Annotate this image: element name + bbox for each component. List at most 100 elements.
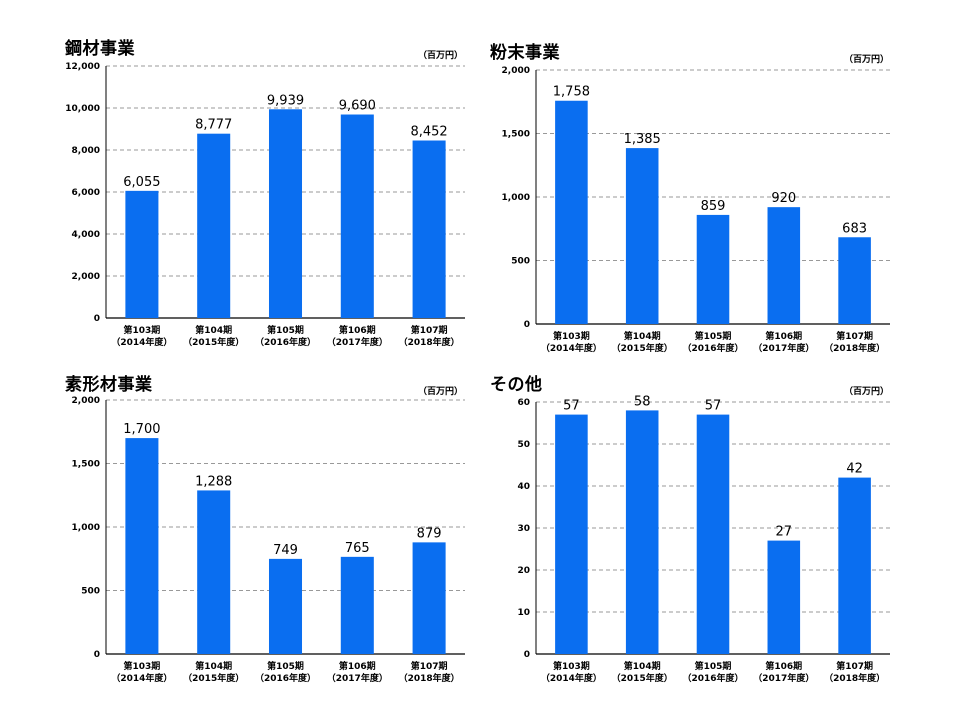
x-tick-label: 第104期 (195, 324, 232, 336)
chart-panel-powder: 粉末事業 （百万円） 0 500 1,000 1,500 2,000 1,758 第103期… (480, 0, 960, 360)
x-tick-sublabel: （2018年度） (824, 342, 885, 354)
y-tick-label: 1,000 (502, 193, 530, 203)
chart-svg: 0 500 1,000 1,500 2,000 1,758 第103期（2014年度） 1,3… (502, 66, 890, 354)
data-label: 6,055 (123, 175, 160, 190)
y-tick-label: 20 (517, 566, 530, 576)
x-tick-sublabel: （2016年度） (255, 672, 316, 684)
x-tick-label: 第106期 (765, 330, 802, 342)
bar (555, 414, 588, 654)
x-tick-sublabel: （2017年度） (753, 672, 814, 684)
chart-unit: （百万円） (844, 55, 890, 65)
y-tick-label: 0 (524, 320, 530, 330)
x-tick-sublabel: （2015年度） (612, 672, 673, 684)
y-tick-label: 1,500 (502, 130, 530, 140)
data-label: 8,452 (410, 125, 447, 140)
x-tick-label: 第107期 (411, 660, 448, 672)
data-label: 27 (776, 525, 793, 540)
y-tick-label: 4,000 (72, 230, 100, 240)
x-tick-sublabel: （2017年度） (327, 672, 388, 684)
data-label: 683 (842, 221, 867, 236)
bar (412, 542, 446, 654)
y-tick-label: 30 (517, 524, 530, 534)
x-tick-label: 第106期 (765, 660, 802, 672)
x-tick-sublabel: （2018年度） (399, 672, 460, 684)
x-tick-label: 第104期 (624, 330, 661, 342)
data-label: 58 (634, 394, 651, 409)
chart-title: 鋼材事業 (65, 39, 135, 59)
x-tick-sublabel: （2015年度） (183, 336, 244, 348)
bar (767, 540, 801, 654)
bar (125, 190, 159, 318)
y-tick-label: 0 (94, 650, 100, 660)
x-tick-label: 第107期 (411, 324, 448, 336)
x-tick-label: 第105期 (267, 660, 304, 672)
bar (696, 214, 730, 324)
data-label: 920 (771, 191, 796, 206)
y-tick-label: 50 (517, 440, 530, 450)
x-tick-label: 第103期 (553, 660, 590, 672)
x-tick-sublabel: （2017年度） (327, 336, 388, 348)
x-tick-sublabel: （2018年度） (399, 336, 460, 348)
data-label: 1,288 (195, 474, 232, 489)
chart-svg: 0 2,000 4,000 6,000 8,000 10,000 12,000 6,055 第1… (65, 62, 465, 348)
chart-title: 粉末事業 (490, 43, 560, 63)
y-tick-label: 40 (517, 482, 530, 492)
x-tick-sublabel: （2016年度） (682, 342, 743, 354)
data-label: 9,939 (267, 93, 304, 108)
x-tick-label: 第103期 (124, 660, 161, 672)
chart-unit: （百万円） (418, 387, 464, 397)
y-tick-label: 2,000 (502, 66, 530, 76)
x-tick-label: 第103期 (553, 330, 590, 342)
x-tick-sublabel: （2014年度） (541, 672, 602, 684)
data-label: 42 (846, 462, 863, 477)
data-label: 765 (345, 541, 370, 556)
bar (838, 477, 871, 654)
y-tick-label: 1,000 (72, 523, 100, 533)
bar (340, 556, 374, 654)
bar (625, 148, 659, 324)
bar (197, 490, 231, 654)
bar (625, 410, 659, 654)
chart-panel-other: その他 （百万円） 0 10 20 30 40 50 60 57 第103期 （2014年度） 58… (480, 360, 960, 720)
y-tick-label: 1,500 (72, 460, 100, 470)
y-tick-label: 500 (81, 587, 100, 597)
data-label: 859 (701, 199, 726, 214)
x-tick-label: 第107期 (836, 660, 873, 672)
y-tick-label: 500 (511, 257, 530, 267)
chart-title: 素形材事業 (65, 375, 153, 395)
x-tick-label: 第105期 (267, 324, 304, 336)
x-tick-sublabel: （2016年度） (682, 672, 743, 684)
y-tick-label: 2,000 (72, 272, 100, 282)
data-label: 9,690 (339, 99, 376, 114)
y-tick-label: 60 (517, 398, 530, 408)
data-label: 57 (705, 399, 722, 414)
y-tick-label: 10,000 (65, 104, 100, 114)
x-tick-sublabel: （2015年度） (183, 672, 244, 684)
y-tick-label: 6,000 (72, 188, 100, 198)
y-tick-label: 2,000 (72, 396, 100, 406)
y-tick-label: 0 (94, 314, 100, 324)
bar (340, 114, 374, 318)
y-tick-label: 10 (517, 608, 530, 618)
bar (555, 100, 588, 324)
bar (696, 414, 730, 654)
x-tick-label: 第105期 (695, 330, 732, 342)
x-tick-sublabel: （2015年度） (612, 342, 673, 354)
y-tick-label: 8,000 (72, 146, 100, 156)
x-tick-sublabel: （2016年度） (255, 336, 316, 348)
data-label: 1,758 (553, 85, 590, 100)
chart-svg: 0 500 1,000 1,500 2,000 1,700 第103期（2014年度） 1,2… (72, 396, 465, 684)
x-tick-label: 第106期 (339, 324, 376, 336)
y-tick-label: 0 (524, 650, 530, 660)
bar (268, 558, 303, 654)
data-label: 749 (273, 543, 298, 558)
data-label: 57 (563, 399, 580, 414)
chart-title: その他 (490, 375, 543, 395)
bar (838, 237, 871, 324)
x-tick-label: 第106期 (339, 660, 376, 672)
x-tick-sublabel: （2014年度） (111, 672, 172, 684)
chart-panel-steel: 鋼材事業 （百万円） 0 2,000 4,000 6,000 8,000 10,000 12… (0, 0, 480, 360)
chart-svg: 0 10 20 30 40 50 60 57 第103期（2014年度） 58 第104期（2015… (517, 394, 890, 684)
y-tick-label: 12,000 (65, 62, 100, 72)
x-tick-label: 第104期 (195, 660, 232, 672)
